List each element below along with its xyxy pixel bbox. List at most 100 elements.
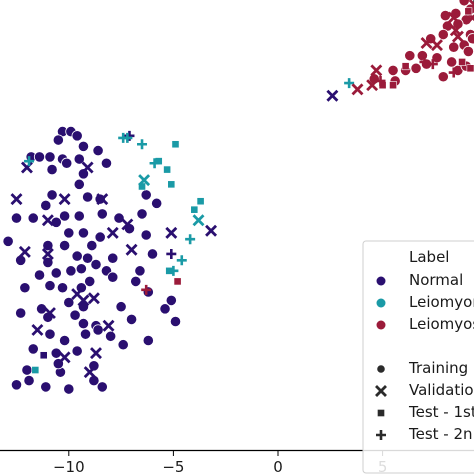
data-point (27, 343, 39, 355)
data-point (375, 75, 386, 86)
data-point (448, 41, 460, 53)
data-point (50, 216, 62, 228)
data-point (404, 50, 416, 62)
data-point (42, 256, 54, 269)
legend-label: Validatio (409, 381, 474, 399)
data-point (125, 313, 138, 325)
legend-marker (376, 430, 386, 440)
data-point (88, 360, 100, 372)
data-point (46, 163, 58, 176)
data-point (73, 153, 85, 165)
data-point (142, 334, 154, 347)
data-point (163, 165, 172, 174)
data-point (165, 226, 178, 239)
data-point (96, 193, 109, 206)
data-point (82, 191, 94, 203)
data-point (27, 212, 39, 224)
data-point (419, 56, 430, 67)
data-point (63, 383, 75, 395)
data-point (33, 269, 46, 281)
legend-label: Leiomyor (409, 293, 474, 311)
data-point (344, 78, 355, 89)
data-point (73, 210, 85, 222)
data-point (96, 381, 108, 393)
data-point (24, 156, 35, 167)
data-point (58, 193, 71, 206)
data-point (15, 307, 27, 319)
data-point (427, 59, 438, 70)
data-point (410, 62, 422, 74)
x-tick-label: −10 (53, 458, 85, 474)
data-point (166, 248, 177, 259)
data-point (82, 252, 94, 264)
data-point (61, 157, 73, 169)
data-point (431, 39, 443, 52)
data-point (106, 226, 119, 239)
data-point (121, 218, 134, 231)
data-point (94, 193, 106, 205)
data-point (84, 275, 96, 288)
legend-marker (375, 385, 387, 397)
data-point (46, 189, 58, 201)
data-point (451, 30, 464, 43)
data-point (79, 328, 92, 340)
data-point (81, 161, 94, 174)
data-point (190, 205, 199, 214)
data-point (90, 258, 102, 271)
data-point (21, 364, 33, 376)
legend-label: Leiomyos (409, 315, 474, 333)
data-point (149, 158, 160, 169)
data-point (41, 214, 54, 227)
data-point (205, 224, 218, 237)
data-point (10, 379, 23, 391)
data-point (118, 132, 129, 143)
data-point (326, 89, 339, 102)
data-point (19, 282, 31, 294)
data-point (41, 248, 54, 260)
points-layer (2, 0, 474, 395)
data-point (124, 130, 135, 141)
legend-marker (376, 298, 386, 308)
data-point (167, 180, 176, 189)
legend-label: Test - 2n (408, 425, 473, 443)
data-point (437, 71, 449, 83)
data-point (50, 267, 62, 279)
data-point (10, 193, 23, 206)
data-point (40, 381, 52, 393)
x-tick-label: 0 (273, 458, 283, 474)
data-point (73, 178, 85, 190)
data-point (142, 286, 154, 298)
data-point (86, 239, 98, 252)
data-point (151, 197, 163, 209)
data-point (10, 212, 23, 224)
data-point (44, 280, 56, 292)
data-point (420, 37, 433, 49)
data-point (44, 151, 56, 163)
data-point (71, 345, 83, 357)
data-point (31, 366, 40, 374)
data-point (366, 79, 379, 92)
data-point (165, 294, 177, 306)
data-point (462, 45, 474, 58)
data-point (387, 64, 399, 77)
data-point (125, 243, 138, 256)
data-point (439, 9, 451, 22)
data-point (52, 134, 64, 146)
data-point (466, 33, 474, 45)
data-point (146, 248, 159, 260)
data-point (75, 263, 87, 275)
data-point (87, 292, 100, 305)
data-point (351, 83, 364, 96)
data-point (107, 271, 119, 283)
data-point (18, 245, 31, 258)
legend-marker (376, 276, 386, 286)
data-point (63, 227, 75, 239)
data-point (94, 231, 106, 243)
data-point (77, 318, 90, 330)
legend-label: Test - 1st (408, 403, 474, 421)
legend-label: Training (408, 359, 468, 377)
data-point (43, 307, 56, 320)
data-point (59, 239, 71, 252)
data-point (63, 296, 75, 309)
data-point (159, 303, 171, 315)
